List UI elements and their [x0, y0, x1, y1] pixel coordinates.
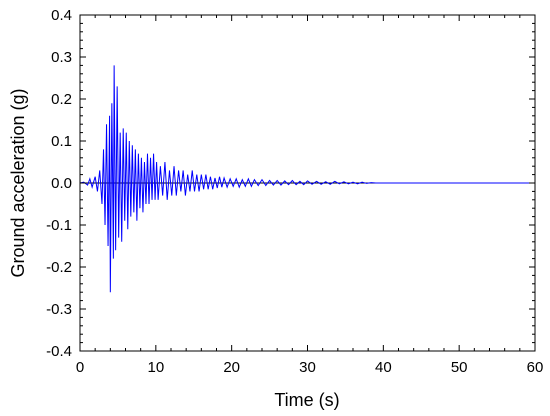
x-tick-label: 60	[527, 359, 544, 376]
y-tick-label: 0.1	[51, 133, 72, 150]
series-line-0	[79, 65, 535, 293]
x-tick-label: 50	[451, 359, 468, 376]
y-tick-label: -0.2	[46, 259, 72, 276]
x-tick-label: 10	[147, 359, 164, 376]
y-tick-label: -0.4	[46, 343, 72, 360]
x-tick-label: 0	[76, 359, 84, 376]
x-axis-title: Time (s)	[274, 390, 339, 410]
y-tick-label: 0.2	[51, 91, 72, 108]
y-axis-title: Ground acceleration (g)	[8, 88, 28, 277]
y-tick-label: 0.0	[51, 175, 72, 192]
x-tick-label: 40	[375, 359, 392, 376]
y-tick-label: 0.4	[51, 7, 72, 24]
x-tick-label: 20	[223, 359, 240, 376]
y-tick-label: 0.3	[51, 49, 72, 66]
x-tick-label: 30	[299, 359, 316, 376]
y-tick-label: -0.3	[46, 301, 72, 318]
y-tick-label: -0.1	[46, 217, 72, 234]
